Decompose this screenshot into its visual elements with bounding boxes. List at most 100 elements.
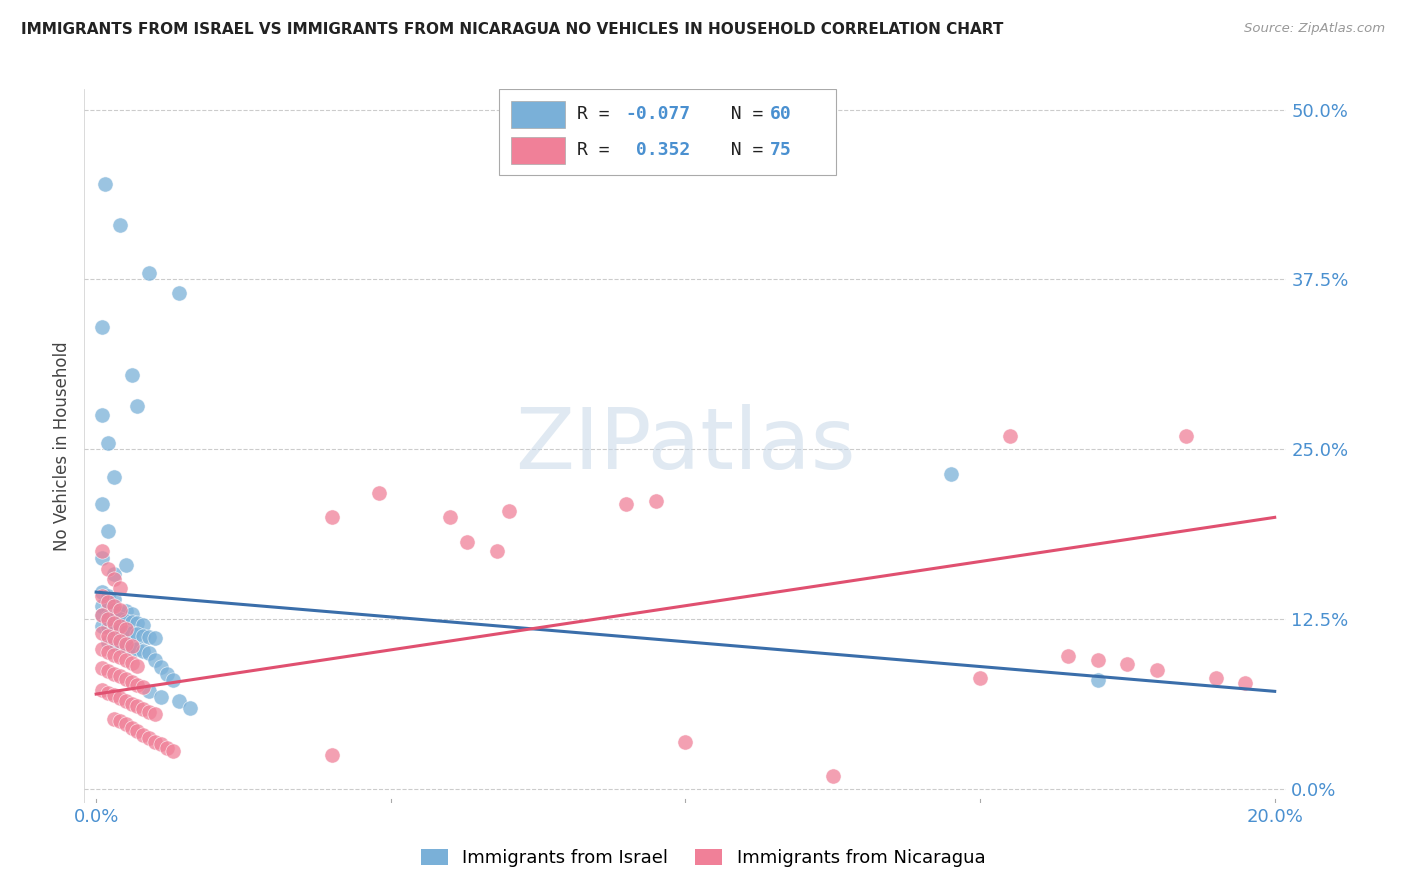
Point (91, 642, 114, 657)
Point (108, 606, 131, 620)
Point (179, 700, 201, 714)
Point (127, 699, 149, 714)
Text: 0.352: 0.352 (626, 141, 690, 159)
Point (97, 645, 120, 659)
Point (114, 653, 136, 667)
Point (108, 714, 131, 729)
Y-axis label: No Vehicles in Household: No Vehicles in Household (53, 341, 72, 551)
Point (103, 599, 125, 613)
Point (91, 608, 114, 623)
Point (1087, 673, 1109, 688)
Point (97, 594, 120, 608)
Point (439, 510, 461, 524)
Bar (512, 137, 565, 164)
Point (91, 585, 114, 599)
Point (645, 494, 668, 508)
Point (1234, 676, 1257, 690)
Point (1087, 653, 1109, 667)
Point (114, 672, 136, 686)
Point (103, 603, 125, 617)
Point (138, 646, 160, 660)
Point (616, 497, 638, 511)
Point (94, 178, 117, 192)
Point (127, 399, 149, 413)
Point (91, 409, 114, 423)
Point (485, 544, 508, 558)
Point (156, 666, 179, 681)
Point (127, 658, 149, 673)
Point (121, 674, 143, 689)
Point (103, 591, 125, 606)
Point (103, 611, 125, 625)
Point (138, 266, 160, 280)
Point (114, 614, 136, 628)
Point (103, 567, 125, 582)
Point (91, 551, 114, 566)
Point (97, 589, 120, 603)
Point (97, 612, 120, 626)
Point (97, 686, 120, 700)
Point (132, 617, 155, 632)
Point (1205, 671, 1227, 685)
Point (114, 558, 136, 572)
Point (103, 637, 125, 651)
Point (368, 486, 391, 500)
Point (108, 218, 131, 232)
Point (1175, 429, 1198, 443)
Point (97, 524, 120, 538)
Point (149, 737, 172, 751)
Point (91, 589, 114, 603)
Point (97, 635, 120, 649)
Point (108, 612, 131, 626)
Point (321, 748, 343, 763)
Point (108, 623, 131, 637)
Text: N =: N = (710, 105, 775, 123)
Point (97, 435, 120, 450)
Point (114, 640, 136, 654)
Point (143, 734, 166, 748)
Point (939, 467, 962, 481)
Point (132, 680, 155, 694)
Point (138, 705, 160, 719)
Point (108, 638, 131, 652)
Point (127, 616, 149, 631)
Point (162, 744, 184, 758)
Point (91, 661, 114, 675)
Point (108, 619, 131, 633)
Point (121, 368, 143, 382)
Point (91, 619, 114, 633)
Point (97, 620, 120, 634)
Point (121, 640, 143, 655)
Point (91, 683, 114, 698)
Text: 75: 75 (769, 141, 792, 159)
Point (121, 656, 143, 670)
Point (127, 723, 149, 738)
Point (108, 603, 131, 617)
Text: IMMIGRANTS FROM ISRAEL VS IMMIGRANTS FROM NICARAGUA NO VEHICLES IN HOUSEHOLD COR: IMMIGRANTS FROM ISRAEL VS IMMIGRANTS FRO… (21, 22, 1004, 37)
Point (132, 643, 155, 657)
Point (821, 769, 844, 783)
Point (132, 629, 155, 643)
Text: ZIPatlas: ZIPatlas (515, 404, 856, 488)
Point (167, 286, 190, 301)
Point (132, 728, 155, 742)
Point (121, 721, 143, 735)
Point (121, 615, 143, 629)
Point (91, 626, 114, 640)
Point (456, 534, 478, 549)
Point (143, 653, 166, 667)
FancyBboxPatch shape (499, 89, 835, 175)
Point (127, 677, 149, 691)
Text: R =: R = (578, 105, 620, 123)
Bar (512, 102, 565, 128)
Point (138, 731, 160, 745)
Point (143, 632, 166, 646)
Point (103, 689, 125, 703)
Point (103, 616, 125, 631)
Point (103, 572, 125, 586)
Point (108, 581, 131, 595)
Text: Source: ZipAtlas.com: Source: ZipAtlas.com (1244, 22, 1385, 36)
Point (108, 634, 131, 648)
Point (121, 607, 143, 621)
Point (998, 429, 1021, 443)
